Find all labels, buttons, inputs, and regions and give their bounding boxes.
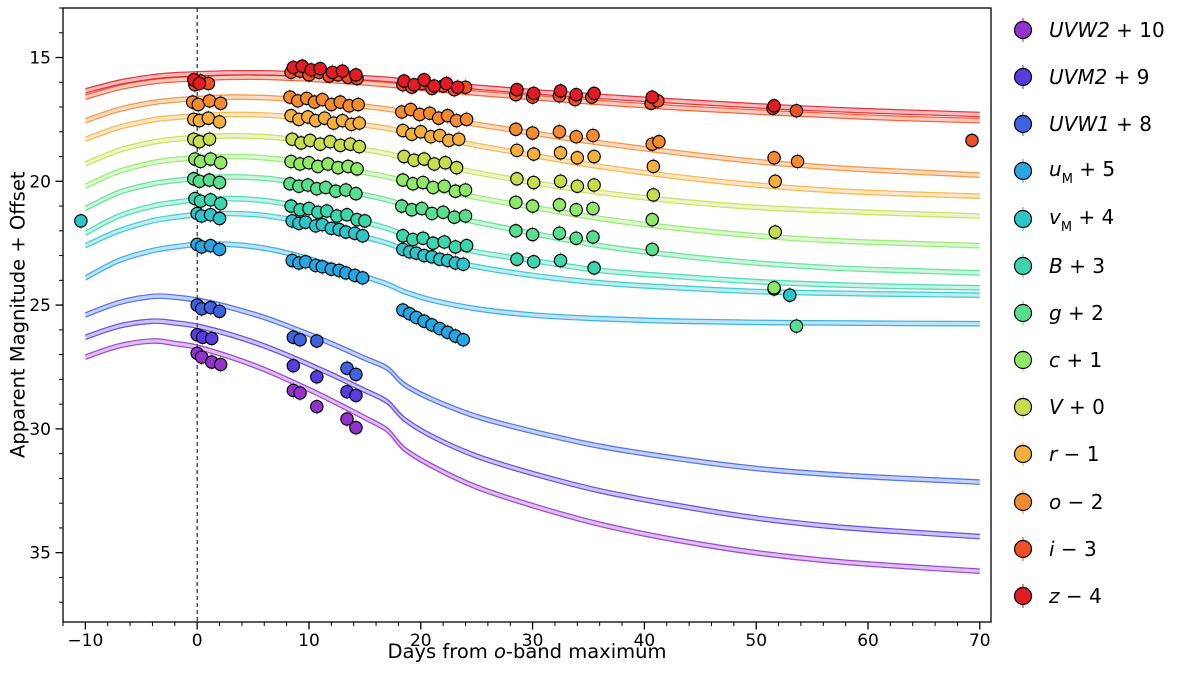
legend-marker-icon	[1013, 206, 1033, 231]
legend-marker-icon	[1013, 300, 1033, 325]
legend-item-z: z − 4	[1008, 580, 1194, 612]
x-axis-label-band: o	[493, 640, 506, 663]
x-tick-label: −10	[67, 631, 103, 651]
model-curve-r	[84, 111, 980, 199]
legend-item-v: V + 0	[1008, 391, 1194, 423]
legend-marker-icon	[1013, 65, 1033, 90]
legend-marker-icon	[1013, 18, 1033, 42]
model-curve-c	[84, 153, 980, 249]
x-axis-label-post: -band maximum	[505, 640, 667, 663]
data-points-uvw2	[190, 345, 363, 436]
legend-label: vM + 4	[1049, 204, 1115, 235]
legend-item-uvw1: UVW1 + 8	[1008, 108, 1194, 140]
legend-marker-icon	[1013, 159, 1033, 184]
data-points-o	[185, 89, 805, 170]
legend-item-b: B + 3	[1008, 250, 1194, 282]
y-tick-label: 25	[29, 296, 51, 316]
legend-item-c: c + 1	[1008, 344, 1194, 376]
y-tick-label: 15	[29, 49, 51, 69]
data-points-r	[187, 107, 782, 190]
x-tick-label: 60	[857, 631, 879, 651]
legend: UVW2 + 10 UVM2 + 9 UVW1 + 8 uM + 5 vM + 4 B +…	[1008, 14, 1194, 612]
legend-marker-icon	[1013, 536, 1033, 561]
data-points-b	[188, 190, 781, 298]
data-points-g	[187, 170, 804, 335]
model-curve-v	[84, 132, 980, 219]
legend-marker-icon	[1013, 489, 1033, 514]
legend-label: z − 4	[1049, 583, 1102, 608]
x-tick-label: 70	[969, 631, 991, 651]
legend-item-u-m: uM + 5	[1008, 155, 1194, 187]
legend-label: V + 0	[1049, 395, 1105, 420]
y-tick-label: 35	[29, 544, 51, 564]
legend-item-uvm2: UVM2 + 9	[1008, 61, 1194, 93]
legend-item-v-m: vM + 4	[1008, 203, 1194, 235]
legend-marker-icon	[1013, 395, 1033, 420]
legend-marker-icon	[1013, 348, 1033, 373]
y-tick-label: 30	[29, 420, 51, 440]
x-tick-label: 30	[522, 631, 544, 651]
data-points-z	[187, 58, 781, 114]
legend-marker-icon	[1013, 442, 1033, 467]
legend-label: g + 2	[1049, 300, 1104, 325]
x-axis-label: Days from o-band maximum	[63, 640, 991, 663]
legend-item-uvw2: UVW2 + 10	[1008, 14, 1194, 46]
plot-canvas: −10 0 10 20 30 40 50 60 70 15 20 25 30 35	[29, 7, 992, 651]
model-curve-u-m	[84, 241, 980, 327]
legend-label: UVW1 + 8	[1049, 112, 1153, 137]
legend-item-r: r − 1	[1008, 438, 1194, 470]
legend-label: r − 1	[1049, 442, 1100, 467]
model-curve-o	[84, 94, 980, 178]
x-tick-label: 50	[745, 631, 767, 651]
legend-label: B + 3	[1049, 253, 1105, 278]
model-curve-uvw1	[84, 293, 980, 485]
y-axis-label: Apparent Magnitude + Offset	[6, 171, 30, 459]
data-points-c	[188, 151, 781, 296]
x-axis-label-pre: Days from	[387, 640, 494, 663]
legend-label: UVM2 + 9	[1049, 65, 1150, 90]
data-points-v-m	[74, 205, 797, 304]
data-points-u-m	[190, 236, 471, 348]
legend-item-g: g + 2	[1008, 297, 1194, 329]
legend-label: i − 3	[1049, 536, 1097, 561]
x-tick-label: 40	[634, 631, 656, 651]
y-tick-label: 20	[29, 172, 51, 192]
model-curve-g	[84, 174, 980, 276]
model-curve-b	[84, 195, 980, 291]
data-points-uvw1	[190, 297, 363, 383]
x-tick-label: 10	[298, 631, 320, 651]
data-points-v	[187, 131, 782, 241]
model-curve-uvw2	[84, 338, 980, 574]
axes: −10 0 10 20 30 40 50 60 70 15 20 25 30 35	[29, 7, 992, 651]
legend-marker-icon	[1013, 112, 1033, 137]
legend-marker-icon	[1013, 583, 1033, 608]
data-points-uvm2	[190, 326, 363, 404]
legend-item-i: i − 3	[1008, 533, 1194, 565]
x-tick-label: 20	[410, 631, 432, 651]
model-curve-v-m	[84, 210, 980, 298]
model-curve-uvm2	[84, 318, 980, 540]
legend-label: UVW2 + 10	[1049, 18, 1165, 42]
legend-label: uM + 5	[1049, 157, 1116, 188]
legend-label: c + 1	[1049, 348, 1103, 373]
legend-item-o: o − 2	[1008, 486, 1194, 518]
legend-label: o − 2	[1049, 489, 1104, 514]
x-tick-label: 0	[192, 631, 203, 651]
model-curve-z	[84, 69, 980, 118]
legend-marker-icon	[1013, 253, 1033, 278]
